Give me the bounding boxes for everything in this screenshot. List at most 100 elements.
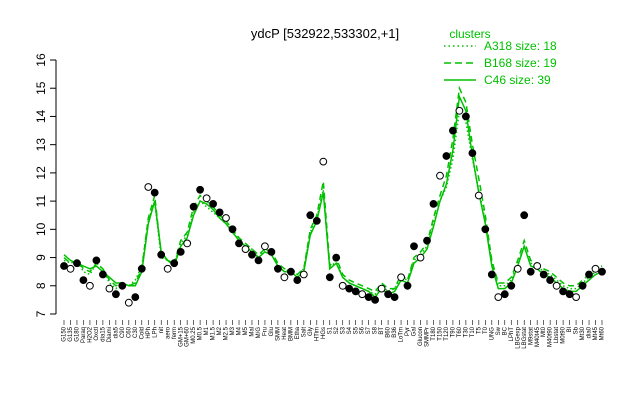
data-point bbox=[183, 239, 192, 248]
data-point bbox=[507, 281, 516, 290]
x-tick-label: T90 bbox=[450, 326, 456, 337]
x-tick-label: Mal bbox=[250, 327, 256, 337]
x-tick-label: M2 bbox=[217, 326, 223, 335]
data-point bbox=[267, 248, 276, 256]
data-point bbox=[332, 253, 341, 262]
data-point bbox=[468, 149, 477, 158]
x-tick-label: G180 bbox=[75, 326, 81, 341]
x-tick-label: BT bbox=[379, 327, 385, 335]
data-point bbox=[118, 281, 127, 290]
x-tick-label: LPhT bbox=[509, 327, 515, 342]
y-tick-label: 11 bbox=[34, 195, 48, 208]
x-tick-label: M3 bbox=[230, 326, 236, 335]
data-point bbox=[371, 296, 380, 304]
x-tick-label: B36 bbox=[392, 326, 398, 337]
data-point bbox=[131, 293, 140, 302]
data-point bbox=[351, 287, 360, 296]
x-tick-label: M5 bbox=[243, 326, 249, 335]
data-point bbox=[235, 239, 243, 248]
data-point bbox=[163, 264, 172, 273]
data-point bbox=[552, 281, 561, 290]
x-axis: G150 G135 G180 Paraq H2O2 Oxctl dia15 Diami dia5… bbox=[62, 320, 606, 349]
y-tick-label: 14 bbox=[34, 109, 48, 123]
x-tick-label: Sw bbox=[496, 326, 502, 335]
data-point bbox=[429, 200, 438, 208]
x-tick-label: M40t90 bbox=[548, 326, 554, 347]
x-tick-label: Mt0 bbox=[541, 326, 547, 337]
data-point bbox=[487, 270, 496, 279]
x-tick-label: Mt30 bbox=[580, 326, 586, 340]
x-tick-label: M4 bbox=[237, 326, 243, 335]
data-point bbox=[442, 152, 451, 160]
x-tick-label: M2.5 bbox=[224, 326, 230, 340]
y-tick-label: 8 bbox=[34, 282, 48, 289]
x-tick-label: Cold bbox=[139, 327, 145, 339]
data-point bbox=[312, 217, 321, 225]
data-point bbox=[274, 264, 282, 273]
y-tick-label: 9 bbox=[34, 254, 48, 261]
x-tick-label: M0.25 bbox=[191, 326, 197, 343]
x-tick-label: BC bbox=[502, 326, 508, 335]
data-point bbox=[150, 188, 159, 197]
data-point bbox=[455, 106, 464, 115]
data-point bbox=[390, 293, 399, 302]
y-tick-label: 13 bbox=[34, 138, 48, 152]
data-point bbox=[423, 236, 431, 245]
x-tick-label: M40t45 bbox=[535, 326, 541, 347]
x-tick-label: T30 bbox=[463, 326, 469, 337]
x-tick-label: GM+15 bbox=[178, 326, 184, 347]
x-tick-label: HPh bbox=[146, 327, 152, 339]
data-point bbox=[533, 262, 542, 270]
x-tick-label: dia15 bbox=[100, 326, 106, 341]
series-line-b168 bbox=[63, 85, 603, 293]
x-tick-label: Fru bbox=[263, 327, 269, 336]
data-point bbox=[144, 183, 153, 191]
x-tick-label: T150 bbox=[438, 326, 444, 340]
x-tick-label: ferm bbox=[172, 327, 178, 339]
x-tick-label: Bl bbox=[567, 327, 573, 332]
data-point bbox=[73, 259, 81, 268]
data-point bbox=[345, 284, 354, 293]
x-tick-label: G150 bbox=[62, 326, 68, 341]
legend-label-b168: B168 size: 19 bbox=[484, 56, 557, 70]
x-tick-label: M0.5 bbox=[198, 326, 204, 340]
y-tick-label: 16 bbox=[34, 53, 48, 67]
data-point bbox=[261, 242, 269, 251]
data-point bbox=[209, 200, 218, 208]
data-point bbox=[462, 112, 470, 121]
x-tick-label: C30 bbox=[133, 326, 139, 338]
x-tick-label: Glucon bbox=[418, 327, 424, 346]
x-tick-label: S8 bbox=[373, 326, 379, 334]
x-tick-label: T0 bbox=[483, 326, 489, 334]
x-tick-label: BMM bbox=[288, 327, 294, 341]
x-tick-label: M/G bbox=[256, 327, 262, 339]
series-line-c46 bbox=[63, 93, 603, 299]
data-point bbox=[526, 267, 535, 276]
data-point bbox=[319, 157, 328, 166]
x-tick-label: dia5 bbox=[113, 326, 119, 338]
x-tick-label: M1.5 bbox=[211, 326, 217, 340]
x-tick-label: S5 bbox=[353, 326, 359, 334]
data-point bbox=[299, 270, 308, 279]
data-point bbox=[494, 293, 503, 302]
x-tick-label: C90 bbox=[120, 326, 126, 338]
data-point bbox=[228, 225, 237, 234]
data-point bbox=[325, 273, 334, 282]
data-point bbox=[513, 264, 522, 273]
x-tick-label: Gly bbox=[308, 327, 314, 336]
data-point bbox=[598, 267, 606, 276]
data-point bbox=[189, 202, 198, 211]
data-point bbox=[66, 264, 75, 273]
x-tick-label: HGs bbox=[321, 327, 327, 339]
data-point bbox=[565, 290, 574, 299]
data-point bbox=[500, 290, 509, 299]
data-point bbox=[520, 211, 529, 220]
data-point bbox=[79, 276, 88, 285]
x-tick-label: S7 bbox=[366, 326, 372, 334]
y-axis: 7 8 9 10 11 12 13 14 15 16 bbox=[34, 53, 57, 317]
chart-title: ydcP [532922,533302,+1] bbox=[251, 26, 399, 41]
data-point bbox=[416, 253, 425, 262]
x-tick-label: LBGexp bbox=[515, 326, 521, 348]
x-tick-label: S4 bbox=[347, 326, 353, 334]
